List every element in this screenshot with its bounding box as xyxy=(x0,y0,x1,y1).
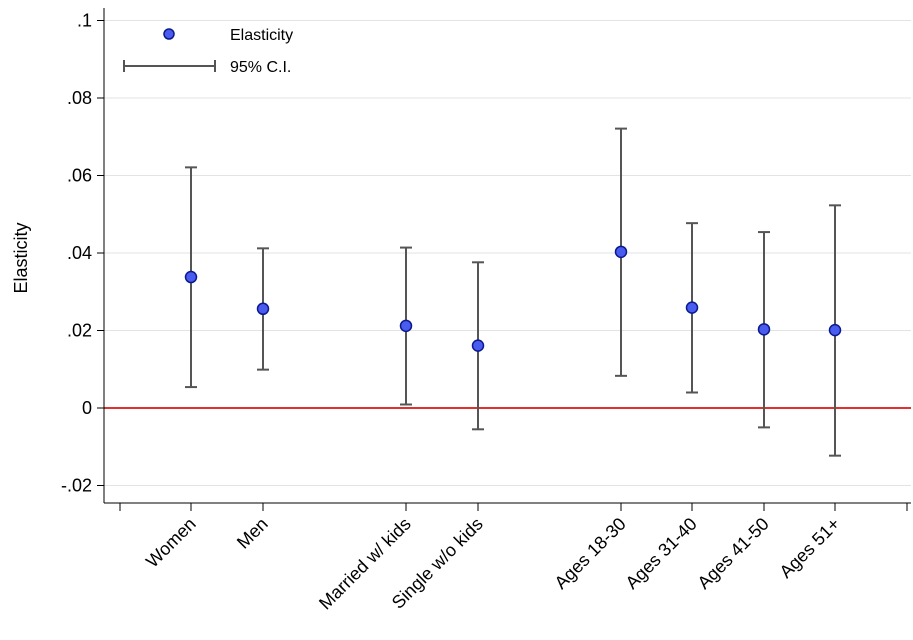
elasticity-point xyxy=(828,323,842,337)
legend-label-elasticity: Elasticity xyxy=(230,27,293,44)
x-category-label: Ages 41-50 xyxy=(694,514,773,593)
elasticity-point xyxy=(256,302,270,316)
elasticity-point xyxy=(685,301,699,314)
legend-marker-elasticity xyxy=(163,28,175,40)
y-tick-label: .04 xyxy=(67,243,92,263)
x-category-label: Women xyxy=(142,514,200,572)
y-tick-label: .1 xyxy=(77,11,92,31)
elasticity-point xyxy=(399,319,413,333)
elasticity-point xyxy=(184,270,198,284)
x-category-label: Ages 51+ xyxy=(776,514,844,582)
elasticity-point xyxy=(757,323,771,336)
legend-marker-ci xyxy=(123,60,216,72)
legend-label-ci: 95% C.I. xyxy=(230,59,291,76)
elasticity-point xyxy=(614,245,628,259)
legend: Elasticity 95% C.I. xyxy=(123,27,293,76)
y-tick-label: .02 xyxy=(67,321,92,341)
y-tick-label: .08 xyxy=(67,88,92,108)
elasticity-point xyxy=(471,339,485,352)
y-tick-label: -.02 xyxy=(61,476,92,496)
y-tick-label: 0 xyxy=(82,398,92,418)
y-tick-label: .06 xyxy=(67,166,92,186)
y-axis-title: Elasticity xyxy=(11,222,31,293)
x-category-label: Ages 31-40 xyxy=(622,514,701,593)
x-category-label: Men xyxy=(233,514,272,553)
gridlines xyxy=(104,20,911,486)
x-category-label: Ages 18-30 xyxy=(551,514,630,593)
confidence-intervals xyxy=(185,127,841,457)
elasticity-points xyxy=(184,245,842,352)
axes xyxy=(97,8,911,511)
